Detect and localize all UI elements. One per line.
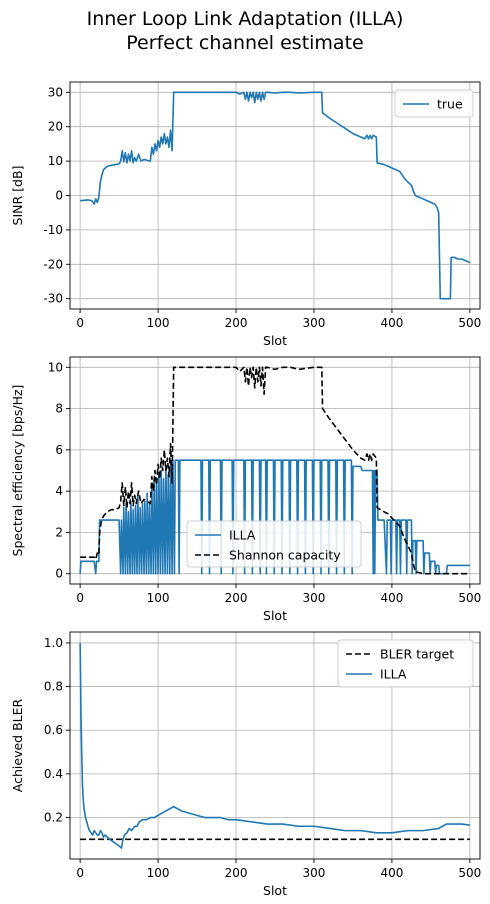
sinr-x-tick-label: 100 <box>147 316 170 330</box>
sinr-x-tick-label: 500 <box>458 316 481 330</box>
sinr-legend: true <box>394 89 474 118</box>
spectral-efficiency-x-tick-label: 500 <box>458 591 481 605</box>
spectral-efficiency-y-tick-label: 0 <box>55 567 63 581</box>
spectral-efficiency-series-shannon-capacity <box>80 366 470 575</box>
sinr-legend-label: true <box>437 97 463 112</box>
bler-legend: BLER target ILLA <box>337 639 474 688</box>
sinr-x-tick-label: 0 <box>76 316 84 330</box>
bler-y-axis-label: Achieved BLER <box>10 698 25 792</box>
spectral-efficiency-y-tick-label: 2 <box>55 525 63 539</box>
sinr-x-tick-label: 200 <box>225 316 248 330</box>
sinr-y-tick-label: -20 <box>43 257 63 271</box>
figure-title-line2: Perfect channel estimate <box>126 32 363 54</box>
sinr-y-tick-label: -30 <box>43 292 63 306</box>
spectral-efficiency-subplot: 0 100 200 300 400 500 0 2 4 6 8 10 Slot Spectral effi… <box>10 356 481 623</box>
bler-y-tick-label: 0.6 <box>44 723 63 737</box>
bler-axes-frame <box>69 631 481 860</box>
spectral-efficiency-y-tick-label: 10 <box>48 360 63 374</box>
sinr-y-axis-label: SINR [dB] <box>10 166 25 226</box>
spectral-efficiency-legend-label: Shannon capacity <box>229 548 341 563</box>
figure-title-line1: Inner Loop Link Adaptation (ILLA) <box>87 8 404 30</box>
spectral-efficiency-series-illa <box>79 459 470 575</box>
bler-x-tick-label: 100 <box>147 866 170 880</box>
bler-x-tick-label: 0 <box>76 866 84 880</box>
sinr-y-tick-label: 0 <box>55 189 63 203</box>
spectral-efficiency-x-tick-label: 0 <box>76 591 84 605</box>
sinr-subplot: 0 100 200 300 400 500 -30 -20 -10 0 10 20 30 Slot SINR… <box>10 81 481 348</box>
sinr-y-tick-label: 30 <box>48 85 63 99</box>
bler-x-tick-label: 500 <box>458 866 481 880</box>
bler-legend-label: BLER target <box>380 647 454 662</box>
spectral-efficiency-x-tick-label: 100 <box>147 591 170 605</box>
spectral-efficiency-y-axis-label: Spectral efficiency [bps/Hz] <box>10 385 25 557</box>
spectral-efficiency-x-tick-label: 400 <box>380 591 403 605</box>
spectral-efficiency-legend-box <box>186 520 362 568</box>
bler-subplot: 0 100 200 300 400 500 0.2 0.4 0.6 0.8 1.0 Slot Achie… <box>10 631 481 898</box>
bler-x-tick-label: 300 <box>303 866 326 880</box>
spectral-efficiency-y-tick-label: 4 <box>55 484 63 498</box>
spectral-efficiency-axes-frame <box>69 356 481 585</box>
sinr-x-tick-label: 400 <box>380 316 403 330</box>
spectral-efficiency-legend-label: ILLA <box>229 528 256 543</box>
spectral-efficiency-x-tick-label: 300 <box>303 591 326 605</box>
bler-y-tick-label: 0.4 <box>44 767 63 781</box>
sinr-y-tick-label: 20 <box>48 120 63 134</box>
spectral-efficiency-legend: ILLA Shannon capacity <box>186 520 362 568</box>
bler-x-tick-label: 200 <box>225 866 248 880</box>
bler-x-axis-label: Slot <box>263 883 287 898</box>
sinr-series-true <box>80 91 471 300</box>
spectral-efficiency-x-tick-label: 200 <box>225 591 248 605</box>
sinr-y-tick-label: 10 <box>48 154 63 168</box>
sinr-x-axis-label: Slot <box>263 333 287 348</box>
spectral-efficiency-x-axis-label: Slot <box>263 608 287 623</box>
sinr-legend-box <box>394 89 474 118</box>
bler-y-tick-label: 0.8 <box>44 680 63 694</box>
bler-x-tick-label: 400 <box>380 866 403 880</box>
bler-legend-label: ILLA <box>380 667 407 682</box>
spectral-efficiency-y-tick-label: 6 <box>55 443 63 457</box>
bler-series-illa <box>79 642 470 849</box>
bler-y-tick-label: 1.0 <box>44 636 63 650</box>
sinr-x-tick-label: 300 <box>303 316 326 330</box>
bler-legend-box <box>337 639 474 688</box>
bler-y-tick-label: 0.2 <box>44 811 63 825</box>
sinr-y-tick-label: -10 <box>43 223 63 237</box>
spectral-efficiency-y-tick-label: 8 <box>55 402 63 416</box>
